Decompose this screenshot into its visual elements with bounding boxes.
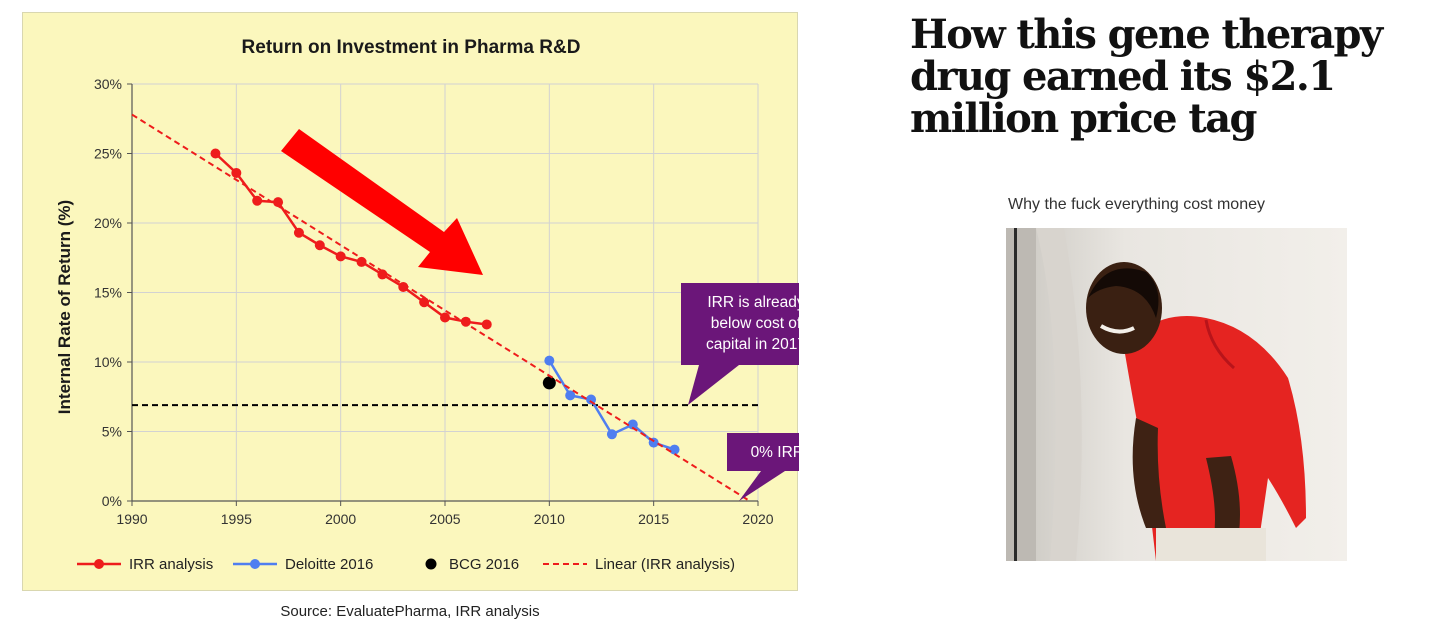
irr-chart: Return on Investment in Pharma R&D 0% 5% 1… bbox=[55, 37, 799, 573]
x-tick-label: 1990 bbox=[116, 511, 147, 527]
point-irr-analysis bbox=[377, 269, 388, 280]
legend-entry: Linear (IRR analysis) bbox=[543, 556, 735, 573]
legend-swatch bbox=[425, 558, 437, 570]
x-tick-label: 2005 bbox=[429, 511, 460, 527]
point-irr-analysis bbox=[419, 297, 430, 308]
meme-photo bbox=[1006, 228, 1347, 561]
y-tick-label: 0% bbox=[102, 493, 122, 509]
legend-swatch-marker bbox=[250, 559, 260, 569]
chart-title: Return on Investment in Pharma R&D bbox=[242, 37, 581, 58]
article-headline: How this gene therapy drug earned its $2… bbox=[910, 11, 1383, 142]
callout-cost-of-capital: IRR is already below cost of capital in 20… bbox=[681, 283, 799, 405]
x-tick-label: 2000 bbox=[325, 511, 356, 527]
point-irr-analysis bbox=[314, 240, 325, 251]
legend-label: BCG 2016 bbox=[449, 556, 519, 573]
y-tick-label: 5% bbox=[102, 424, 122, 440]
legend-entry: IRR analysis bbox=[77, 556, 213, 573]
axes: 0% 5% 10% 15% 20% 25% 30% 1990 1995 2000 2005 2010 2… bbox=[94, 76, 774, 527]
point-deloitte-2016 bbox=[606, 429, 617, 440]
point-deloitte-2016 bbox=[586, 394, 597, 405]
legend-entry: BCG 2016 bbox=[425, 556, 519, 573]
callout-zero-irr: 0% IRR by 2020 bbox=[727, 433, 799, 501]
meme-image: Why the fuck everything cost money bbox=[1004, 192, 1348, 564]
callout-pointer bbox=[739, 471, 785, 501]
series-linear-irr-analysis bbox=[131, 113, 751, 502]
point-deloitte-2016 bbox=[544, 355, 555, 366]
legend: IRR analysis Deloitte 2016 BCG 2016 Linear … bbox=[77, 556, 735, 573]
point-irr-analysis bbox=[210, 148, 221, 159]
x-tick-label: 1995 bbox=[221, 511, 252, 527]
legend-swatch-marker bbox=[94, 559, 104, 569]
grid-lines bbox=[132, 83, 759, 501]
x-tick-label: 2020 bbox=[742, 511, 773, 527]
y-tick-label: 15% bbox=[94, 285, 122, 301]
point-irr-analysis bbox=[481, 319, 492, 330]
trend-arrow bbox=[281, 129, 483, 275]
legend-label: Deloitte 2016 bbox=[285, 556, 373, 573]
point-irr-analysis bbox=[398, 281, 409, 292]
legend-entry: Deloitte 2016 bbox=[233, 556, 373, 573]
y-tick-label: 10% bbox=[94, 354, 122, 370]
point-irr-analysis bbox=[231, 167, 242, 178]
point-irr-analysis bbox=[460, 316, 471, 327]
series-layer bbox=[131, 113, 758, 502]
x-tick-label: 2015 bbox=[638, 511, 669, 527]
chart-panel: Return on Investment in Pharma R&D 0% 5% 1… bbox=[22, 12, 799, 591]
point-irr-analysis bbox=[335, 251, 346, 262]
trend-arrow-shape bbox=[281, 129, 483, 275]
y-axis-label: Internal Rate of Return (%) bbox=[55, 200, 74, 414]
callout-text-line: capital in 2017 bbox=[706, 336, 799, 353]
callout-text-line: IRR is already bbox=[707, 294, 799, 311]
source-note: Source: EvaluatePharma, IRR analysis bbox=[280, 603, 540, 620]
y-tick-label: 20% bbox=[94, 215, 122, 231]
point-irr-analysis bbox=[252, 195, 263, 206]
y-tick-label: 25% bbox=[94, 146, 122, 162]
meme-caption: Why the fuck everything cost money bbox=[1008, 196, 1265, 213]
point-deloitte-2016 bbox=[669, 444, 680, 455]
legend-label: Linear (IRR analysis) bbox=[595, 556, 735, 573]
point-bcg-2016 bbox=[542, 376, 556, 390]
callouts: IRR is already below cost of capital in 20… bbox=[681, 283, 799, 501]
callout-text-line: below cost of bbox=[711, 315, 799, 332]
point-irr-analysis bbox=[440, 312, 450, 323]
legend-label: IRR analysis bbox=[129, 556, 213, 573]
callout-pointer bbox=[688, 365, 739, 405]
callout-box bbox=[681, 283, 799, 365]
point-irr-analysis bbox=[293, 227, 304, 238]
x-tick-label: 2010 bbox=[534, 511, 565, 527]
y-tick-label: 30% bbox=[94, 76, 122, 92]
point-deloitte-2016 bbox=[565, 390, 576, 401]
point-irr-analysis bbox=[273, 197, 284, 208]
callout-text-line: 0% IRR by 2020 bbox=[751, 444, 799, 461]
callout-box bbox=[727, 433, 799, 471]
point-deloitte-2016 bbox=[627, 419, 638, 430]
